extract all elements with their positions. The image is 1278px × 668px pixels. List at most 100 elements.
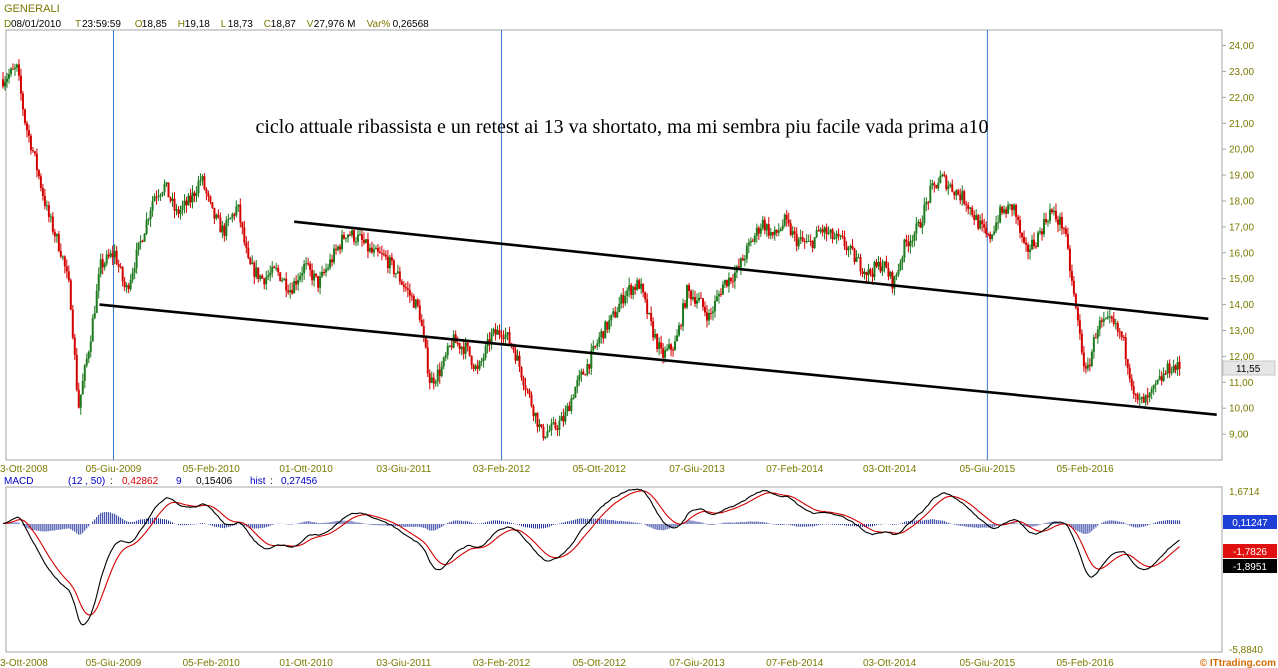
candle-body <box>957 190 960 195</box>
candle-body <box>969 207 972 209</box>
candle-body <box>526 389 529 391</box>
candle-body <box>442 357 445 367</box>
candle-body <box>95 290 98 313</box>
candle-body <box>303 263 306 274</box>
candle-body <box>59 251 62 257</box>
candle-body <box>951 184 954 192</box>
candle-body <box>1162 373 1165 381</box>
macd-x-tick-label: 01-Ott-2010 <box>279 658 333 668</box>
candle-body <box>520 367 523 378</box>
price-x-tick-label: 03-Ott-2014 <box>863 464 917 475</box>
candle-body <box>1136 394 1139 400</box>
candle-body <box>402 284 405 288</box>
candle-body <box>404 287 407 289</box>
candle-body <box>458 343 461 349</box>
candle-body <box>508 332 511 344</box>
candle-body <box>408 289 411 296</box>
candle-body <box>331 259 334 263</box>
price-x-tick-label: 03-Giu-2011 <box>376 464 431 475</box>
candle-body <box>137 242 140 250</box>
macd-hist-colon: : <box>270 476 273 487</box>
candle-body <box>277 267 280 273</box>
candle-body <box>93 312 96 319</box>
candle-body <box>891 272 894 289</box>
candle-body <box>143 233 146 242</box>
candle-body <box>103 263 106 268</box>
upper-trendline <box>294 220 1209 321</box>
candle-body <box>833 237 836 240</box>
candle-body <box>757 227 760 234</box>
macd-x-tick-label: 03-Ott-2014 <box>863 658 917 668</box>
candle-body <box>1040 231 1043 235</box>
candle-body <box>83 365 86 381</box>
candle-body <box>1072 280 1075 295</box>
candle-body <box>624 295 627 304</box>
candle-body <box>815 230 818 237</box>
candle-body <box>287 290 290 293</box>
price-y-tick-label: 15,00 <box>1229 274 1254 285</box>
candle-body <box>496 330 499 335</box>
price-x-tick-label: 05-Giu-2015 <box>960 464 1016 475</box>
candle-body <box>1144 395 1147 403</box>
price-y-tick-label: 18,00 <box>1229 196 1254 207</box>
candle-body <box>839 235 842 237</box>
candle-body <box>179 209 182 214</box>
candle-body <box>911 240 914 242</box>
candle-body <box>1132 386 1135 395</box>
candle-body <box>195 193 198 196</box>
candle-body <box>354 241 357 243</box>
candle-body <box>590 350 593 369</box>
price-y-tick-label: 24,00 <box>1229 41 1254 52</box>
candle-body <box>650 312 653 322</box>
candle-body <box>472 365 475 370</box>
candle-body <box>27 130 30 136</box>
candle-body <box>295 281 298 285</box>
candle-body <box>448 345 451 347</box>
candle-body <box>751 240 754 242</box>
macd-badge <box>1223 515 1277 529</box>
candle-body <box>504 334 507 339</box>
candle-body <box>819 229 822 232</box>
candle-body <box>695 300 698 304</box>
candle-body <box>937 183 940 189</box>
header-value-2: 18,85 <box>142 19 167 30</box>
candle-body <box>1048 209 1051 222</box>
candle-body <box>859 257 862 272</box>
macd-badge-label: -1,8951 <box>1233 562 1267 573</box>
candle-body <box>729 277 732 282</box>
candle-body <box>739 258 742 268</box>
candle-body <box>941 174 944 176</box>
price-y-tick-label: 20,00 <box>1229 145 1254 156</box>
candle-body <box>323 271 326 273</box>
candle-body <box>935 185 938 189</box>
candle-body <box>15 64 18 68</box>
candle-body <box>167 182 170 198</box>
candle-body <box>239 204 242 223</box>
macd-panel-frame <box>5 486 1223 653</box>
candle-body <box>747 242 750 246</box>
macd-x-tick-label: 05-Giu-2015 <box>960 658 1016 668</box>
candle-body <box>350 230 353 236</box>
candle-body <box>191 192 194 203</box>
candle-body <box>3 81 6 87</box>
candle-body <box>1142 396 1145 403</box>
candle-body <box>1168 363 1171 373</box>
candle-body <box>293 281 296 294</box>
candle-body <box>1042 219 1045 235</box>
price-x-tick-label: 03-Feb-2012 <box>473 464 531 475</box>
candle-body <box>1176 361 1179 370</box>
candle-body <box>1130 378 1133 387</box>
candle-body <box>348 234 351 236</box>
candle-body <box>97 274 100 291</box>
candle-body <box>255 267 258 277</box>
candle-body <box>243 227 246 243</box>
candle-body <box>518 355 521 368</box>
candle-body <box>506 332 509 335</box>
candle-body <box>763 219 766 231</box>
candle-body <box>249 257 252 265</box>
price-y-tick-label: 22,00 <box>1229 93 1254 104</box>
candle-body <box>1158 376 1161 380</box>
candle-body <box>43 195 46 206</box>
candle-body <box>398 271 401 282</box>
candle-body <box>169 197 172 201</box>
